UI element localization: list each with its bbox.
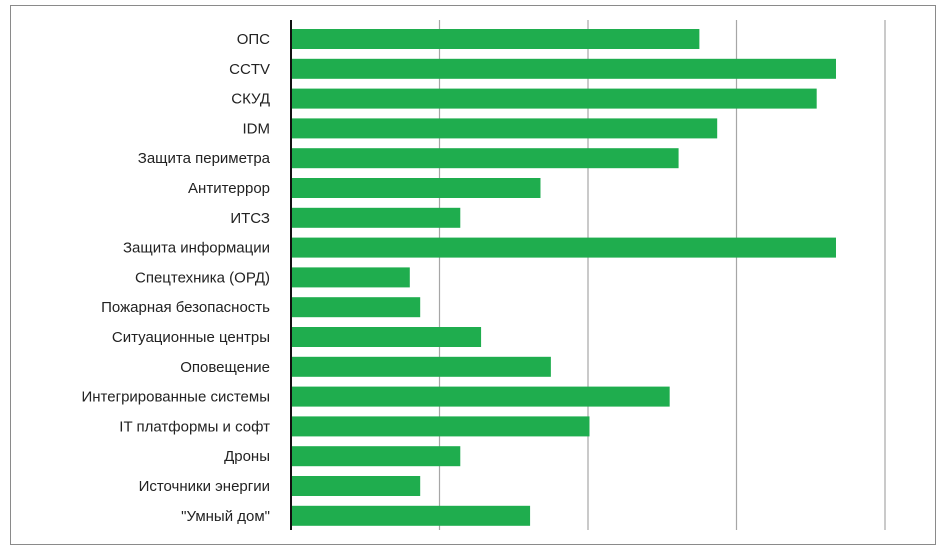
bar-7 [291, 207, 461, 228]
bar-9 [291, 267, 410, 288]
category-label-7: ИТСЗ [230, 210, 270, 227]
bar-15 [291, 446, 461, 467]
category-label-10: Пожарная безопасность [101, 299, 270, 316]
category-label-13: Интегрированные системы [81, 389, 270, 406]
bar-10 [291, 297, 421, 318]
bar-8 [291, 237, 836, 258]
bar-16 [291, 476, 421, 496]
category-label-6: Антитеррор [188, 180, 270, 197]
category-label-15: Дроны [224, 448, 270, 465]
category-label-17: "Умный дом" [181, 508, 270, 525]
bar-14 [291, 416, 590, 437]
category-label-8: Защита информации [123, 240, 270, 257]
bar-12 [291, 356, 551, 377]
category-label-12: Оповещение [180, 359, 270, 376]
bars [291, 29, 836, 526]
bar-5 [291, 148, 679, 169]
category-label-14: IT платформы и софт [119, 418, 270, 435]
bar-4 [291, 118, 718, 139]
bar-17 [291, 505, 531, 526]
bar-2 [291, 58, 836, 79]
bar-6 [291, 178, 541, 198]
bar-11 [291, 327, 482, 347]
bar-3 [291, 88, 817, 109]
category-label-5: Защита периметра [138, 150, 271, 167]
category-label-16: Источники энергии [139, 478, 270, 495]
bar-1 [291, 29, 700, 49]
category-labels: ОПС CCTV СКУД IDM Защита периметра Антитеррор… [81, 31, 270, 525]
category-label-9: Спецтехника (ОРД) [135, 269, 270, 286]
category-label-11: Ситуационные центры [112, 329, 270, 346]
category-label-3: СКУД [231, 91, 270, 108]
category-label-1: ОПС [237, 31, 270, 48]
bar-13 [291, 386, 670, 407]
chart-frame [10, 5, 936, 545]
category-label-2: CCTV [229, 61, 270, 78]
category-label-4: IDM [243, 120, 271, 137]
